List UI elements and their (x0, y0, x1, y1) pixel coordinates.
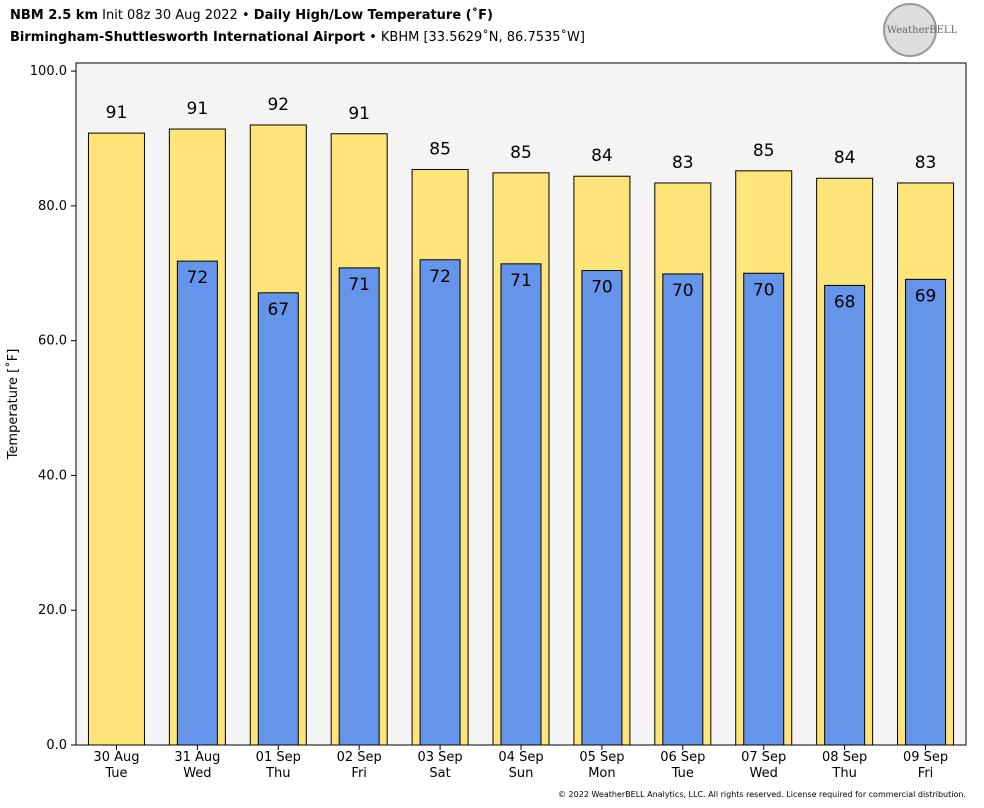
title-part: Init 08z 30 Aug 2022 • (102, 8, 250, 23)
subtitle-part: • KBHM [33.5629˚N, 86.7535˚W] (369, 29, 585, 45)
bar (500, 263, 542, 746)
y-tick-label: 80.0 (38, 199, 67, 214)
value-label: 84 (834, 148, 856, 168)
value-label: 72 (187, 268, 209, 288)
title-part: NBM 2.5 km (10, 8, 98, 23)
title-part: Daily High/Low Temperature (˚F) (254, 7, 493, 23)
subtitle-part: Birmingham-Shuttlesworth International A… (10, 30, 365, 45)
x-tick-sublabel: Tue (671, 766, 694, 781)
bar (87, 132, 145, 746)
logo-icon (883, 3, 937, 57)
chart-title: NBM 2.5 km Init 08z 30 Aug 2022 • Daily … (10, 7, 493, 23)
value-label: 85 (510, 143, 532, 163)
y-tick-label: 100.0 (30, 64, 67, 79)
bar (581, 270, 623, 746)
x-tick-sublabel: Wed (183, 766, 211, 781)
y-tick-label: 40.0 (38, 468, 67, 483)
bar (419, 259, 461, 746)
x-tick-label: 01 Sep (256, 750, 301, 765)
x-tick-sublabel: Thu (831, 766, 856, 781)
x-tick-label: 08 Sep (822, 750, 867, 765)
bar (743, 272, 785, 746)
x-tick-sublabel: Mon (588, 766, 615, 781)
value-label: 68 (834, 292, 856, 312)
value-label: 92 (267, 95, 289, 115)
x-tick-label: 06 Sep (660, 750, 705, 765)
x-tick-sublabel: Sun (509, 766, 534, 781)
x-tick-label: 09 Sep (903, 750, 948, 765)
chart-subtitle: Birmingham-Shuttlesworth International A… (10, 29, 585, 45)
x-tick-sublabel: Fri (918, 766, 934, 781)
value-label: 72 (429, 267, 451, 287)
logo: WeatherBELL (887, 25, 958, 36)
bar (176, 260, 218, 746)
value-label: 91 (187, 99, 209, 119)
x-tick-label: 03 Sep (417, 750, 462, 765)
x-tick-sublabel: Wed (750, 766, 778, 781)
x-tick-label: 07 Sep (741, 750, 786, 765)
x-tick-sublabel: Tue (104, 766, 127, 781)
value-label: 71 (348, 275, 370, 295)
value-label: 91 (106, 103, 128, 123)
value-label: 70 (753, 280, 775, 300)
value-label: 84 (591, 146, 613, 166)
y-tick-label: 0.0 (46, 738, 67, 753)
x-tick-label: 04 Sep (498, 750, 543, 765)
value-label: 85 (753, 141, 775, 161)
bar (662, 273, 704, 746)
value-label: 83 (915, 153, 937, 173)
bar (257, 292, 299, 746)
value-label: 71 (510, 271, 532, 291)
value-label: 69 (915, 286, 937, 306)
value-label: 85 (429, 139, 451, 159)
value-label: 70 (591, 278, 613, 298)
y-tick-label: 20.0 (38, 603, 67, 618)
x-tick-sublabel: Fri (351, 766, 367, 781)
x-tick-sublabel: Sat (429, 766, 450, 781)
y-tick-label: 60.0 (38, 334, 67, 349)
value-label: 67 (267, 300, 289, 320)
x-tick-label: 31 Aug (174, 750, 220, 765)
x-tick-sublabel: Thu (265, 766, 290, 781)
x-tick-label: 05 Sep (579, 750, 624, 765)
bar (338, 267, 380, 746)
value-label: 70 (672, 281, 694, 301)
footer: © 2022 WeatherBELL Analytics, LLC. All r… (558, 790, 966, 799)
x-tick-label: 30 Aug (93, 750, 139, 765)
value-label: 91 (348, 104, 370, 124)
y-axis-label: Temperature [˚F] (5, 349, 21, 461)
value-label: 83 (672, 153, 694, 173)
plot-area (75, 62, 967, 746)
bar (905, 278, 947, 746)
x-tick-label: 02 Sep (337, 750, 382, 765)
bar (824, 284, 866, 746)
